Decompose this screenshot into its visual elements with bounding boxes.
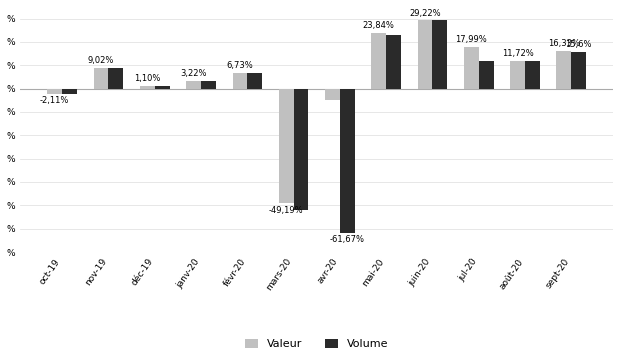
Legend: Valeur, Volume: Valeur, Volume	[245, 339, 389, 349]
Bar	[140, 86, 155, 89]
Bar	[386, 35, 401, 89]
Bar	[108, 68, 123, 89]
Bar	[340, 89, 355, 232]
Text: 23,84%: 23,84%	[363, 21, 395, 30]
Bar	[557, 50, 571, 89]
Text: 15,6%: 15,6%	[565, 40, 592, 49]
Bar	[371, 33, 386, 89]
Text: 16,33%: 16,33%	[548, 39, 580, 48]
Text: 11,72%: 11,72%	[502, 49, 533, 58]
Bar	[62, 89, 77, 94]
Bar	[47, 89, 62, 93]
Text: -61,67%: -61,67%	[330, 235, 365, 244]
Bar	[525, 61, 540, 89]
Bar	[94, 68, 108, 89]
Text: 9,02%: 9,02%	[88, 56, 114, 65]
Bar	[510, 61, 525, 89]
Bar	[433, 20, 447, 89]
Bar	[479, 61, 494, 89]
Text: 29,22%: 29,22%	[409, 9, 441, 18]
Bar	[325, 89, 340, 100]
Text: 6,73%: 6,73%	[226, 61, 254, 70]
Bar	[571, 52, 586, 89]
Bar	[247, 73, 262, 89]
Bar	[201, 81, 216, 89]
Bar	[232, 73, 247, 89]
Text: 1,10%: 1,10%	[134, 74, 161, 83]
Bar	[155, 86, 169, 89]
Bar	[279, 89, 294, 203]
Bar	[294, 89, 308, 210]
Bar	[464, 47, 479, 89]
Text: -49,19%: -49,19%	[269, 206, 304, 215]
Bar	[418, 20, 433, 89]
Text: -2,11%: -2,11%	[40, 96, 69, 105]
Bar	[186, 81, 201, 89]
Text: 17,99%: 17,99%	[456, 35, 487, 44]
Text: 3,22%: 3,22%	[180, 69, 207, 78]
